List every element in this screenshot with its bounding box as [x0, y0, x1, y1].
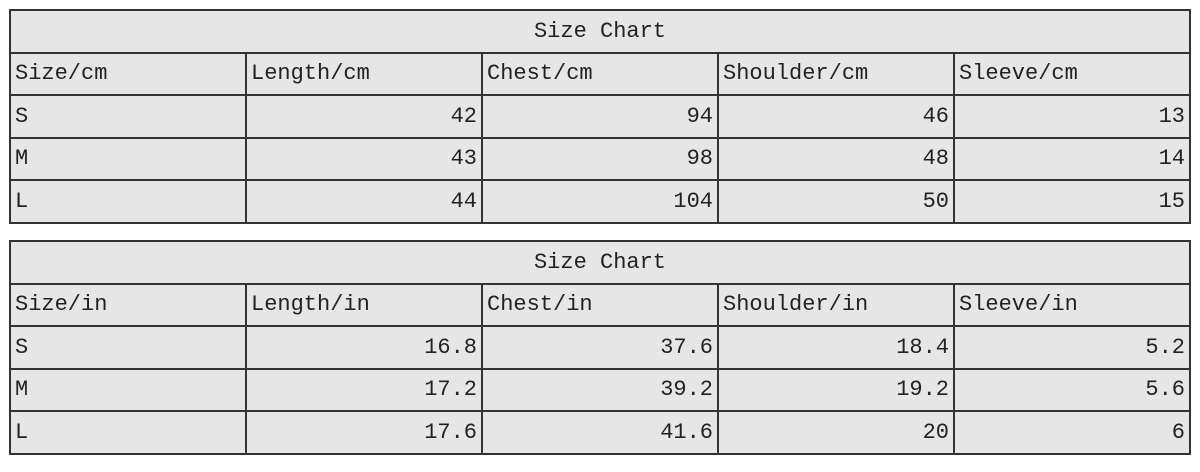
- column-header: Size/in: [9, 282, 247, 327]
- table-row: L 17.6 41.6 20 6: [9, 410, 1191, 455]
- measurement-cell: 6: [953, 410, 1191, 455]
- measurement-cell: 98: [481, 136, 719, 181]
- measurement-cell: 15: [953, 179, 1191, 224]
- measurement-cell: 5.6: [953, 367, 1191, 412]
- measurement-cell: 50: [717, 179, 955, 224]
- column-header: Size/cm: [9, 51, 247, 96]
- measurement-cell: 16.8: [245, 325, 483, 370]
- size-label: S: [9, 325, 247, 370]
- size-chart-in-table: Size Chart Size/in Length/in Chest/in Should…: [9, 240, 1191, 455]
- size-label: L: [9, 410, 247, 455]
- size-label: L: [9, 179, 247, 224]
- measurement-cell: 20: [717, 410, 955, 455]
- column-header: Shoulder/in: [717, 282, 955, 327]
- size-label: M: [9, 367, 247, 412]
- measurement-cell: 18.4: [717, 325, 955, 370]
- measurement-cell: 19.2: [717, 367, 955, 412]
- measurement-cell: 44: [245, 179, 483, 224]
- measurement-cell: 13: [953, 94, 1191, 139]
- table-row: S 16.8 37.6 18.4 5.2: [9, 325, 1191, 370]
- size-chart-cm-table: Size Chart Size/cm Length/cm Chest/cm Should…: [9, 9, 1191, 224]
- measurement-cell: 104: [481, 179, 719, 224]
- table-title: Size Chart: [9, 9, 1191, 54]
- column-header: Length/cm: [245, 51, 483, 96]
- measurement-cell: 39.2: [481, 367, 719, 412]
- table-row: L 44 104 50 15: [9, 179, 1191, 224]
- table-row: M 43 98 48 14: [9, 136, 1191, 181]
- measurement-cell: 14: [953, 136, 1191, 181]
- measurement-cell: 48: [717, 136, 955, 181]
- header-row: Size/in Length/in Chest/in Shoulder/in Sleev…: [9, 282, 1191, 327]
- measurement-cell: 37.6: [481, 325, 719, 370]
- column-header: Sleeve/in: [953, 282, 1191, 327]
- measurement-cell: 94: [481, 94, 719, 139]
- header-row: Size/cm Length/cm Chest/cm Shoulder/cm Sleev…: [9, 51, 1191, 96]
- size-label: S: [9, 94, 247, 139]
- measurement-cell: 46: [717, 94, 955, 139]
- column-header: Chest/in: [481, 282, 719, 327]
- measurement-cell: 41.6: [481, 410, 719, 455]
- measurement-cell: 42: [245, 94, 483, 139]
- column-header: Sleeve/cm: [953, 51, 1191, 96]
- column-header: Shoulder/cm: [717, 51, 955, 96]
- title-row: Size Chart: [9, 240, 1191, 285]
- table-title: Size Chart: [9, 240, 1191, 285]
- size-label: M: [9, 136, 247, 181]
- title-row: Size Chart: [9, 9, 1191, 54]
- column-header: Length/in: [245, 282, 483, 327]
- table-row: M 17.2 39.2 19.2 5.6: [9, 367, 1191, 412]
- table-row: S 42 94 46 13: [9, 94, 1191, 139]
- measurement-cell: 17.2: [245, 367, 483, 412]
- measurement-cell: 17.6: [245, 410, 483, 455]
- measurement-cell: 5.2: [953, 325, 1191, 370]
- measurement-cell: 43: [245, 136, 483, 181]
- column-header: Chest/cm: [481, 51, 719, 96]
